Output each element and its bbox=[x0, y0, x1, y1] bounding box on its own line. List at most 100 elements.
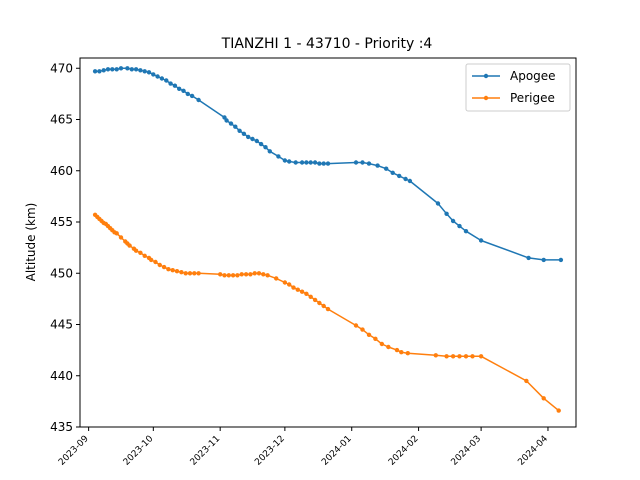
apogee-point bbox=[250, 136, 255, 142]
perigee-point bbox=[230, 273, 236, 278]
apogee-point bbox=[172, 83, 178, 88]
perigee-point bbox=[239, 272, 244, 277]
apogee-point bbox=[407, 178, 413, 184]
perigee-point bbox=[450, 354, 456, 359]
apogee-point bbox=[287, 159, 292, 164]
perigee-legend-marker bbox=[483, 95, 489, 101]
perigee-point bbox=[274, 276, 279, 281]
plot-frame bbox=[79, 57, 577, 428]
y-tick-label: 465 bbox=[50, 113, 73, 127]
apogee-point bbox=[101, 68, 106, 73]
perigee-point bbox=[394, 347, 400, 353]
apogee-point bbox=[263, 145, 268, 150]
apogee-point bbox=[185, 91, 190, 97]
apogee-point bbox=[196, 97, 201, 103]
apogee-point bbox=[228, 121, 234, 126]
perigee-point bbox=[170, 268, 175, 273]
apogee-point bbox=[142, 69, 147, 74]
x-tick-label: 2023-10 bbox=[122, 434, 156, 468]
perigee-point bbox=[304, 291, 309, 296]
perigee-point bbox=[157, 262, 162, 268]
apogee-point bbox=[105, 67, 111, 72]
y-tick-label: 440 bbox=[50, 369, 73, 383]
apogee-point bbox=[366, 161, 372, 166]
perigee-point bbox=[226, 273, 231, 278]
apogee-point bbox=[293, 160, 298, 165]
perigee-point bbox=[405, 351, 410, 356]
perigee-point bbox=[360, 327, 365, 332]
perigee-point bbox=[524, 378, 529, 384]
plot-lines bbox=[94, 67, 561, 412]
y-tick-label: 470 bbox=[50, 61, 73, 75]
perigee-point bbox=[379, 341, 385, 347]
perigee-point bbox=[161, 264, 167, 270]
perigee-point bbox=[192, 271, 197, 276]
perigee-point bbox=[196, 271, 201, 276]
perigee-point bbox=[118, 235, 124, 240]
perigee-point bbox=[299, 289, 305, 294]
perigee-point bbox=[265, 273, 270, 278]
x-tick-label: 2024-04 bbox=[516, 434, 550, 468]
perigee-point bbox=[222, 273, 227, 278]
apogee-point bbox=[360, 160, 365, 165]
apogee-point bbox=[159, 76, 165, 81]
perigee-point bbox=[366, 332, 372, 337]
y-axis: 435 440 445 450 455 460 465 470 bbox=[50, 61, 80, 434]
perigee-point bbox=[457, 354, 462, 359]
perigee-point bbox=[183, 271, 188, 276]
apogee-point bbox=[258, 141, 264, 147]
perigee-point bbox=[444, 354, 449, 359]
apogee-point bbox=[282, 158, 288, 163]
perigee-point bbox=[248, 272, 253, 277]
apogee-point bbox=[189, 93, 195, 99]
apogee-point bbox=[151, 72, 156, 77]
y-tick-label: 455 bbox=[50, 215, 73, 229]
perigee-point bbox=[353, 323, 359, 328]
apogee-legend-marker bbox=[483, 73, 489, 79]
apogee-point bbox=[397, 173, 402, 179]
apogee-point bbox=[435, 201, 441, 206]
apogee-point bbox=[164, 78, 169, 83]
y-tick-label: 435 bbox=[50, 420, 73, 434]
perigee-point bbox=[317, 300, 322, 306]
perigee-point bbox=[295, 287, 300, 292]
perigee-point bbox=[541, 396, 546, 401]
apogee-point bbox=[110, 67, 115, 72]
apogee-point bbox=[317, 161, 322, 166]
perigee-point bbox=[325, 306, 331, 312]
apogee-point bbox=[246, 134, 251, 140]
apogee-point bbox=[125, 66, 130, 71]
x-tick-label: 2023-11 bbox=[189, 434, 223, 468]
apogee-point bbox=[237, 128, 242, 133]
apogee-point bbox=[457, 223, 462, 229]
y-axis-label: Altitude (km) bbox=[24, 203, 38, 282]
apogee-point bbox=[558, 257, 564, 263]
y-tick-label: 460 bbox=[50, 164, 73, 178]
perigee-point bbox=[282, 280, 288, 285]
apogee-point bbox=[155, 74, 160, 79]
perigee-point bbox=[252, 271, 257, 276]
apogee-point bbox=[304, 160, 309, 165]
perigee-point bbox=[463, 354, 469, 359]
apogee-point bbox=[146, 70, 152, 75]
perigee-point bbox=[218, 272, 223, 277]
apogee-point bbox=[241, 131, 247, 136]
apogee-point bbox=[129, 67, 134, 72]
perigee-point bbox=[321, 303, 326, 309]
apogee-point bbox=[97, 69, 102, 74]
x-tick-label: 2023-09 bbox=[57, 434, 91, 468]
apogee-point bbox=[353, 160, 359, 165]
x-tick-label: 2023-12 bbox=[253, 434, 287, 468]
perigee-point bbox=[114, 231, 119, 236]
apogee-point bbox=[267, 149, 272, 154]
perigee-legend-label: Perigee bbox=[510, 91, 555, 105]
x-tick-label: 2024-01 bbox=[320, 434, 354, 468]
perigee-point bbox=[235, 273, 240, 278]
apogee-point bbox=[450, 218, 456, 224]
perigee-point bbox=[133, 248, 139, 253]
perigee-point bbox=[433, 353, 438, 358]
perigee-point bbox=[174, 269, 180, 274]
apogee-point bbox=[308, 160, 313, 165]
apogee-point bbox=[375, 163, 380, 168]
y-tick-label: 445 bbox=[50, 318, 73, 332]
